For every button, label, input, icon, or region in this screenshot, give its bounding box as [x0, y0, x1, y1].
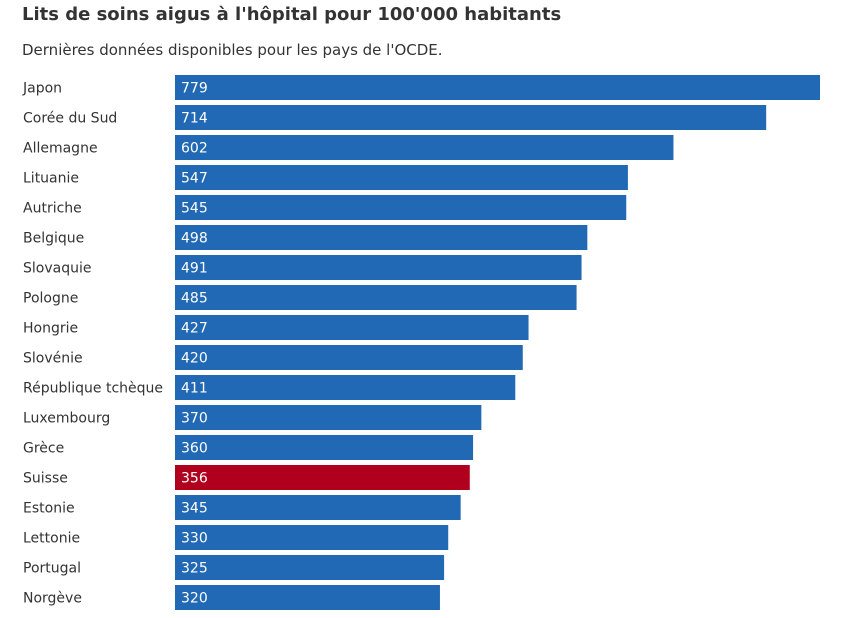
category-label-japon: Japon	[22, 81, 62, 97]
category-label-estonie: Estonie	[23, 501, 75, 517]
bar-slovenie	[175, 345, 523, 370]
value-label-japon: 779	[181, 81, 208, 97]
value-label-portugal: 325	[181, 561, 208, 577]
value-label-republique-tcheque: 411	[181, 381, 208, 397]
bar-coree-du-sud	[175, 105, 767, 130]
category-label-slovenie: Slovénie	[23, 351, 83, 367]
bar-suisse	[175, 465, 470, 490]
bar-lituanie	[175, 165, 628, 190]
value-label-luxembourg: 370	[181, 411, 208, 427]
value-label-pologne: 485	[181, 291, 208, 307]
chart-subtitle: Dernières données disponibles pour les p…	[22, 41, 443, 59]
category-label-coree-du-sud: Corée du Sud	[23, 111, 117, 127]
category-label-hongrie: Hongrie	[23, 321, 78, 337]
bar-japon	[175, 75, 820, 100]
value-label-suisse: 356	[181, 471, 208, 487]
value-label-lituanie: 547	[181, 171, 208, 187]
value-label-slovaquie: 491	[181, 261, 208, 277]
value-label-belgique: 498	[181, 231, 208, 247]
category-label-pologne: Pologne	[23, 291, 78, 307]
bar-republique-tcheque	[175, 375, 516, 400]
chart-title: Lits de soins aigus à l'hôpital pour 100…	[22, 4, 562, 25]
category-label-lettonie: Lettonie	[23, 531, 80, 547]
value-label-estonie: 345	[181, 501, 208, 517]
bar-pologne	[175, 285, 577, 310]
bar-norgeve	[175, 585, 440, 610]
category-label-suisse: Suisse	[23, 471, 68, 487]
value-label-lettonie: 330	[181, 531, 208, 547]
category-label-portugal: Portugal	[23, 561, 81, 577]
bar-allemagne	[175, 135, 674, 160]
bar-belgique	[175, 225, 588, 250]
value-label-grece: 360	[181, 441, 208, 457]
value-label-norgeve: 320	[181, 591, 208, 607]
category-label-allemagne: Allemagne	[23, 141, 98, 157]
value-label-slovenie: 420	[181, 351, 208, 367]
category-label-luxembourg: Luxembourg	[23, 411, 110, 427]
category-label-belgique: Belgique	[23, 231, 84, 247]
bar-autriche	[175, 195, 627, 220]
category-label-slovaquie: Slovaquie	[23, 261, 91, 277]
value-label-coree-du-sud: 714	[181, 111, 208, 127]
category-label-norgeve: Norgève	[23, 591, 82, 607]
bar-grece	[175, 435, 474, 460]
bar-portugal	[175, 555, 445, 580]
bar-hongrie	[175, 315, 529, 340]
bar-slovaquie	[175, 255, 582, 280]
category-label-autriche: Autriche	[23, 201, 82, 217]
category-label-republique-tcheque: République tchèque	[23, 381, 163, 397]
bar-estonie	[175, 495, 461, 520]
value-label-hongrie: 427	[181, 321, 208, 337]
category-label-grece: Grèce	[23, 441, 64, 457]
bar-luxembourg	[175, 405, 482, 430]
bar-lettonie	[175, 525, 449, 550]
value-label-autriche: 545	[181, 201, 208, 217]
category-label-lituanie: Lituanie	[23, 171, 79, 187]
value-label-allemagne: 602	[181, 141, 208, 157]
